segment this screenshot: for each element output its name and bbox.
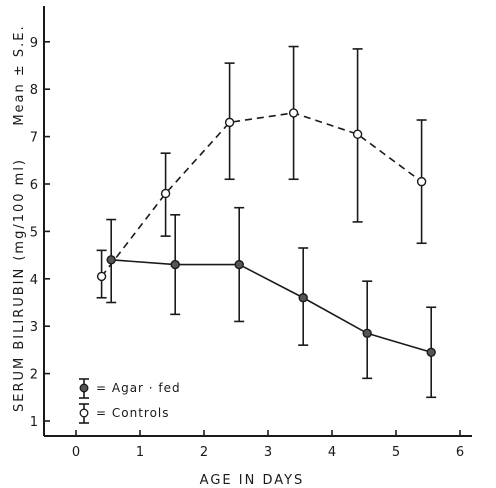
data-point-controls <box>416 176 427 187</box>
legend-item-agar-fed: = Agar · fed <box>79 378 181 399</box>
series-line-agar-fed <box>111 259 432 354</box>
x-tick-label: 4 <box>328 445 336 460</box>
y-tick-label: 5 <box>30 225 38 240</box>
y-tick-label: 7 <box>30 131 38 146</box>
y-ticks: 1 2 3 4 5 6 7 8 9 <box>30 36 50 430</box>
data-point-controls <box>96 271 107 282</box>
data-point-agar-fed <box>170 259 180 270</box>
x-tick-label: 0 <box>72 445 80 460</box>
legend-item-controls: = Controls <box>79 403 170 424</box>
y-axis-title: SERUM BILIRUBIN (mg/100 ml) <box>12 158 27 412</box>
data-point-agar-fed <box>298 293 308 303</box>
legend-marker-open-circle <box>79 408 89 418</box>
data-point-agar-fed <box>234 259 244 270</box>
data-point-agar-fed <box>362 328 372 339</box>
x-tick-label: 6 <box>456 445 464 460</box>
data-point-controls <box>160 188 171 199</box>
y-axis-stat-label: Mean ± S.E. <box>12 24 27 125</box>
x-tick-label: 5 <box>392 445 400 460</box>
legend-label-agar-fed: = Agar · fed <box>96 381 181 395</box>
x-ticks: 0 1 2 3 4 5 6 <box>72 430 464 460</box>
series-layer <box>96 45 437 399</box>
y-tick-label: 1 <box>30 415 38 430</box>
y-tick-label: 3 <box>30 320 38 335</box>
series-line-controls <box>100 112 423 277</box>
data-point-controls <box>224 117 235 128</box>
y-tick-label: 2 <box>30 368 38 383</box>
y-tick-label: 9 <box>30 36 38 51</box>
y-tick-label: 6 <box>30 178 38 193</box>
x-tick-label: 3 <box>264 445 272 460</box>
series-controls <box>96 45 427 299</box>
legend: = Agar · fed = Controls <box>79 378 181 424</box>
axes <box>43 6 472 437</box>
x-tick-label: 1 <box>136 445 144 460</box>
data-point-agar-fed <box>106 255 116 265</box>
legend-label-controls: = Controls <box>96 406 170 420</box>
x-tick-label: 2 <box>200 445 208 460</box>
data-point-controls <box>352 129 363 139</box>
y-tick-label: 8 <box>30 83 38 98</box>
series-agar-fed <box>106 206 437 399</box>
data-point-controls <box>288 108 299 118</box>
x-axis-title: AGE IN DAYS <box>200 473 305 488</box>
legend-marker-filled-circle <box>79 383 89 393</box>
data-point-agar-fed <box>426 347 436 357</box>
y-tick-label: 4 <box>30 273 38 288</box>
